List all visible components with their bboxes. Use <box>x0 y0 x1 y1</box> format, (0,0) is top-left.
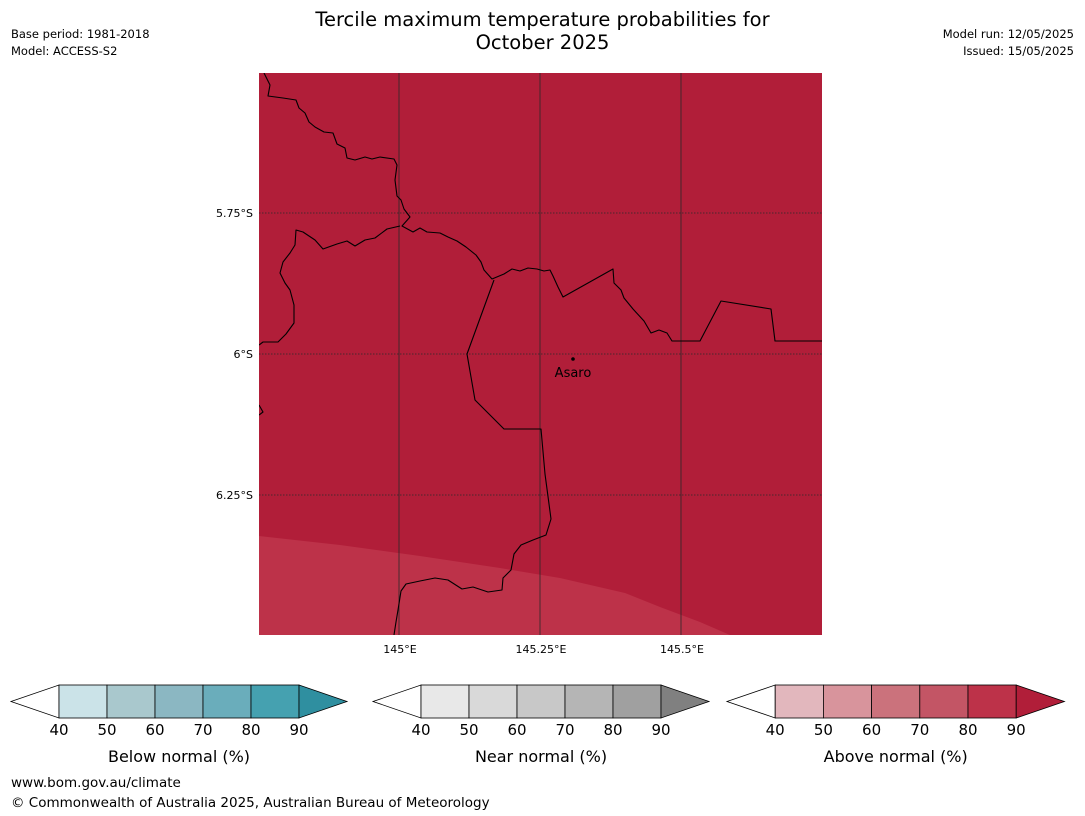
colorbar-tick-label: 40 <box>49 721 68 739</box>
model-run: Model run: 12/05/2025 <box>942 27 1074 41</box>
colorbar-tick-label: 80 <box>958 721 977 739</box>
issued-date: Issued: 15/05/2025 <box>963 44 1074 58</box>
colorbar-extend-low <box>371 684 422 719</box>
colorbar-above: 40 50 60 70 80 90 Above normal (%) <box>725 684 1066 766</box>
colorbar-tick-label: 50 <box>814 721 833 739</box>
colorbar-tick-label: 60 <box>145 721 164 739</box>
graticule <box>259 73 822 635</box>
colorbar-near: 40 50 60 70 80 90 Near normal (%) <box>371 684 711 766</box>
lon-label-145-5: 145.5°E <box>660 643 704 656</box>
colorbar-segment <box>967 684 1017 719</box>
colorbar-segment <box>823 684 873 719</box>
colorbar-tick-label: 70 <box>910 721 929 739</box>
colorbar-tick-label: 60 <box>862 721 881 739</box>
lon-label-145-25: 145.25°E <box>516 643 567 656</box>
boundary-edge <box>259 404 264 416</box>
asaro-label: Asaro <box>555 366 592 381</box>
colorbar-title: Near normal (%) <box>475 747 607 766</box>
colorbar-segment <box>58 684 108 719</box>
colorbar-tick-label: 90 <box>1007 721 1026 739</box>
footer-url[interactable]: www.bom.gov.au/climate <box>11 775 181 791</box>
colorbar-tick-label: 70 <box>555 721 574 739</box>
colorbar-segment <box>420 684 470 719</box>
colorbar-extend-low <box>9 684 60 719</box>
colorbar-tick-label: 90 <box>651 721 670 739</box>
asaro-marker[interactable] <box>571 357 575 361</box>
colorbar-segment <box>250 684 300 719</box>
map-area[interactable]: Asaro <box>259 73 822 635</box>
title-line-1: Tercile maximum temperature probabilitie… <box>315 8 770 31</box>
colorbar-tick-label: 80 <box>603 721 622 739</box>
colorbar-title: Above normal (%) <box>824 747 968 766</box>
meta-left: Base period: 1981-2018 Model: ACCESS-S2 <box>11 26 150 60</box>
colorbar-tick-label: 40 <box>411 721 430 739</box>
colorbar-segment <box>468 684 518 719</box>
colorbar-segment <box>871 684 921 719</box>
boundary-west <box>259 225 401 346</box>
colorbars: 40 50 60 70 80 90 Below normal (%) 40 50 60 70 80 90… <box>9 684 1066 766</box>
province-boundaries <box>259 73 822 635</box>
colorbar-tick-label: 80 <box>241 721 260 739</box>
colorbar-extend-low <box>725 684 776 719</box>
colorbar-extend-high <box>660 684 711 719</box>
colorbar-below: 40 50 60 70 80 90 Below normal (%) <box>9 684 349 766</box>
colorbar-tick-label: 50 <box>97 721 116 739</box>
colorbar-segment <box>564 684 614 719</box>
colorbar-segment <box>612 684 662 719</box>
colorbar-tick-label: 40 <box>766 721 785 739</box>
prob-region-above-80 <box>259 536 730 635</box>
lat-label-6-25: 6.25°S <box>216 489 253 502</box>
colorbar-extend-high <box>298 684 349 719</box>
colorbar-segment <box>154 684 204 719</box>
colorbar-tick-label: 50 <box>459 721 478 739</box>
boundary-east-south <box>393 279 552 635</box>
lat-label-5-75: 5.75°S <box>216 207 253 220</box>
title-line-2: October 2025 <box>475 31 610 54</box>
colorbar-tick-label: 60 <box>507 721 526 739</box>
meta-right: Model run: 12/05/2025 Issued: 15/05/2025 <box>943 26 1074 60</box>
colorbar-title: Below normal (%) <box>108 747 250 766</box>
lat-label-6: 6°S <box>234 348 253 361</box>
map-title: Tercile maximum temperature probabilitie… <box>0 8 1085 54</box>
colorbar-segment <box>919 684 969 719</box>
base-period: Base period: 1981-2018 <box>11 27 150 41</box>
colorbar-segment <box>774 684 824 719</box>
model-name: Model: ACCESS-S2 <box>11 44 118 58</box>
colorbar-segment <box>202 684 252 719</box>
boundary-north <box>263 73 822 342</box>
colorbar-extend-high <box>1015 684 1066 719</box>
footer-copyright: © Commonwealth of Australia 2025, Austra… <box>11 795 490 811</box>
colorbar-segment <box>106 684 156 719</box>
colorbar-tick-label: 70 <box>193 721 212 739</box>
colorbar-segment <box>516 684 566 719</box>
lon-label-145: 145°E <box>383 643 416 656</box>
colorbar-tick-label: 90 <box>289 721 308 739</box>
